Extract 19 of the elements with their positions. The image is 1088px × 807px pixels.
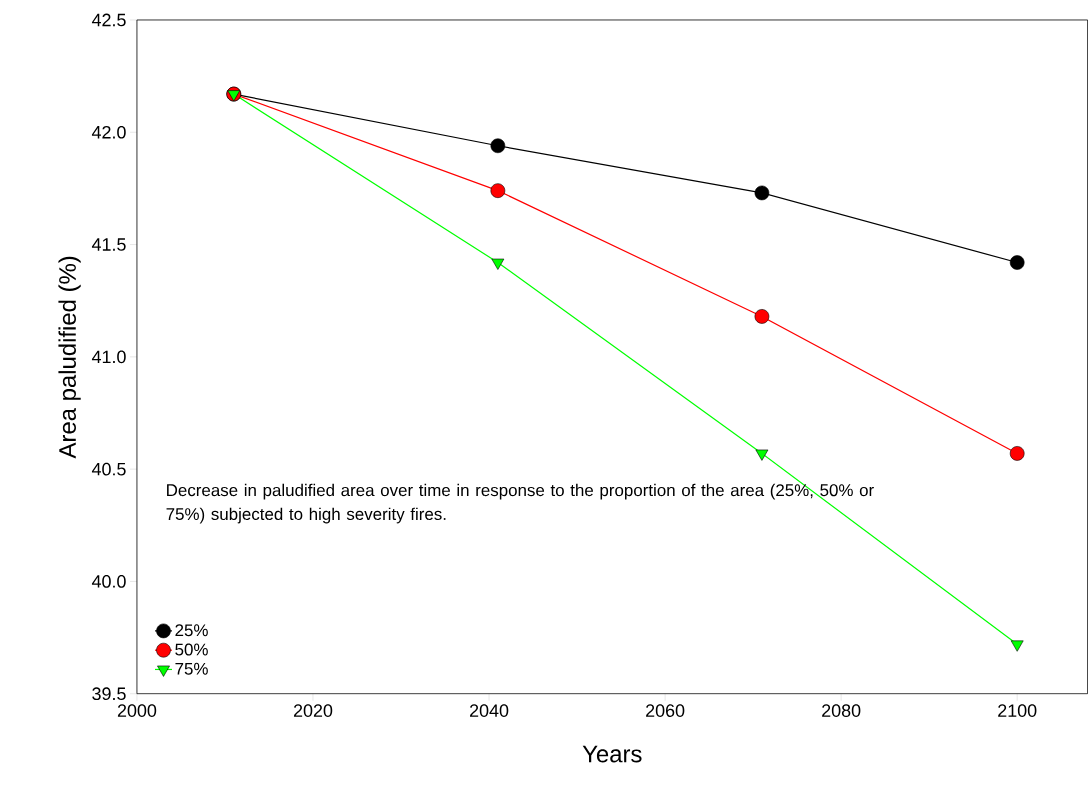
y-tick-label: 40.0 (91, 575, 126, 588)
y-axis-title: Area paludified (%) (58, 256, 81, 459)
x-tick-label: 2040 (470, 704, 509, 718)
y-tick-label: 39.5 (92, 687, 126, 701)
x-tick-label: 2060 (646, 704, 685, 718)
legend-title: Decrease in paludified area over time in response to the proportion of the area (25%, 50% or 75%) subjected to high severity fires. (166, 483, 874, 524)
x-tick-label: 2080 (822, 704, 861, 718)
y-tick-label: 42.0 (91, 126, 126, 139)
x-axis-title: Years (582, 745, 642, 763)
legend-label: 25% (175, 624, 208, 637)
legend-label: 50% (175, 643, 208, 656)
x-tick-label: 2100 (998, 704, 1037, 718)
y-tick-label: 42.5 (91, 13, 126, 27)
y-tick-label: 41.0 (91, 350, 126, 364)
y-tick-label: 41.5 (91, 238, 126, 251)
legend-label: 75% (175, 662, 208, 675)
x-tick-label: 2020 (293, 704, 333, 718)
x-tick-label: 2000 (117, 704, 157, 718)
y-tick-label: 40.5 (91, 462, 126, 476)
